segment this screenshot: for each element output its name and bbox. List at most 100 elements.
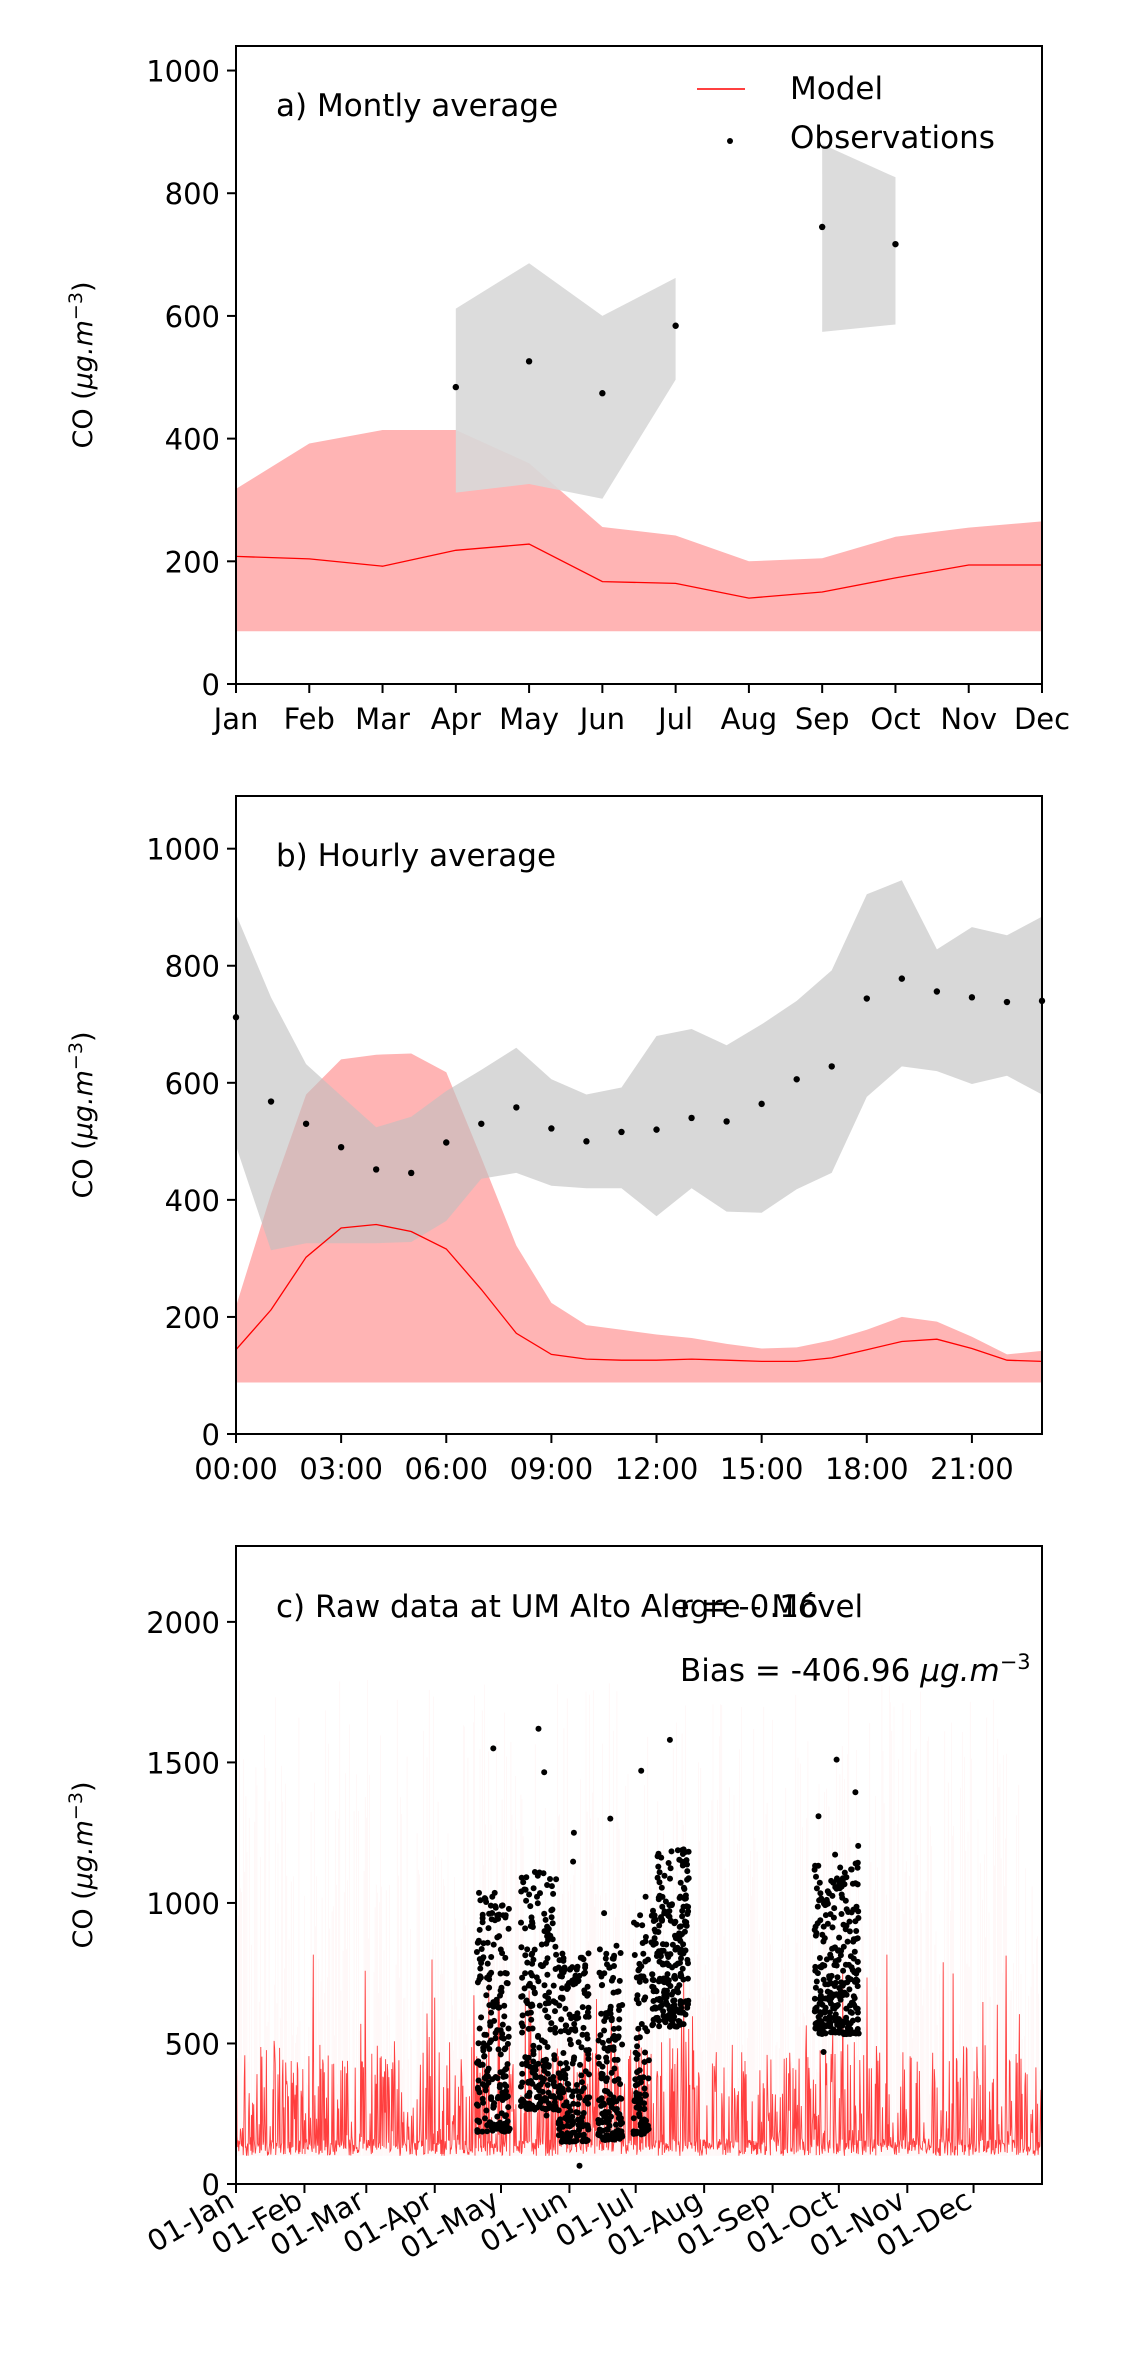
observation-point bbox=[524, 1959, 531, 1966]
observation-point bbox=[661, 1961, 668, 1968]
observation-point bbox=[479, 1956, 486, 1962]
observation-point bbox=[484, 1960, 491, 1967]
observation-point bbox=[636, 2103, 643, 2110]
observation-point bbox=[833, 1756, 840, 1763]
observation-point bbox=[571, 2054, 578, 2061]
y-tick-label: 1000 bbox=[146, 1887, 220, 1921]
observation-point bbox=[572, 1972, 579, 1979]
observation-point bbox=[479, 1919, 486, 1926]
observation-point bbox=[541, 1910, 548, 1917]
observation-point bbox=[479, 2128, 486, 2135]
observation-point bbox=[544, 2044, 551, 2050]
observation-point bbox=[635, 1967, 642, 1974]
observation-point bbox=[827, 1997, 833, 2004]
observation-point bbox=[615, 2115, 622, 2122]
observation-point bbox=[525, 358, 533, 365]
observation-point bbox=[653, 1126, 660, 1133]
panel-c-plot-area bbox=[236, 1679, 1042, 2169]
observation-point bbox=[558, 2016, 565, 2023]
observation-point bbox=[477, 1974, 484, 1981]
observation-point bbox=[545, 2014, 552, 2021]
observation-point bbox=[607, 2135, 614, 2142]
observation-point bbox=[480, 2099, 487, 2106]
observation-point bbox=[527, 1970, 534, 1976]
observation-point bbox=[817, 2012, 824, 2018]
observation-point bbox=[672, 322, 679, 329]
observation-point bbox=[527, 2078, 534, 2084]
observation-point bbox=[475, 2077, 482, 2084]
observation-point bbox=[827, 2019, 834, 2026]
observation-point bbox=[834, 1875, 840, 1882]
observation-point bbox=[484, 2128, 491, 2135]
observation-point bbox=[526, 2089, 533, 2096]
observation-point bbox=[530, 2058, 537, 2065]
observation-point bbox=[595, 2131, 602, 2138]
observation-point bbox=[641, 2085, 648, 2092]
x-tick-label: Apr bbox=[431, 702, 481, 736]
observation-point bbox=[616, 2016, 623, 2023]
observation-point bbox=[548, 1883, 555, 1890]
observation-point bbox=[487, 2039, 493, 2046]
observation-point bbox=[811, 1866, 818, 1873]
observation-point bbox=[596, 2060, 603, 2067]
y-tick-label: 600 bbox=[165, 300, 220, 334]
panel-c-axes-frame bbox=[235, 1545, 1043, 2185]
y-tick-label: 1000 bbox=[146, 55, 220, 89]
observation-point bbox=[843, 1874, 850, 1881]
observation-point bbox=[519, 1974, 526, 1981]
observation-point bbox=[636, 2113, 643, 2120]
observation-point bbox=[830, 1914, 837, 1921]
observation-point bbox=[681, 1886, 688, 1892]
observation-point bbox=[553, 1876, 560, 1883]
observations-range-band bbox=[822, 144, 896, 332]
observation-point bbox=[564, 2122, 571, 2129]
observation-point bbox=[476, 1889, 482, 1896]
observation-point bbox=[655, 1894, 662, 1901]
observation-point bbox=[678, 1955, 684, 1962]
observation-point bbox=[816, 2000, 823, 2007]
observation-point bbox=[487, 2021, 494, 2028]
observation-point bbox=[500, 1912, 507, 1919]
observation-point bbox=[655, 1863, 662, 1870]
observation-point bbox=[483, 2107, 490, 2114]
observation-point bbox=[531, 1989, 538, 1996]
observation-point bbox=[518, 1919, 524, 1926]
observation-point bbox=[482, 2115, 488, 2122]
observation-point bbox=[645, 2075, 652, 2082]
observation-point bbox=[667, 1865, 674, 1872]
observation-point bbox=[569, 2113, 576, 2120]
observation-point bbox=[501, 2092, 507, 2099]
observation-point bbox=[606, 2122, 613, 2129]
observation-point bbox=[498, 1988, 505, 1995]
observation-point bbox=[641, 2106, 648, 2113]
observation-point bbox=[812, 1923, 819, 1930]
observation-point bbox=[832, 1979, 839, 1986]
observation-point bbox=[503, 2065, 510, 2072]
observation-point bbox=[682, 2011, 689, 2018]
observation-point bbox=[550, 1982, 557, 1989]
observation-point bbox=[535, 1725, 542, 1732]
observation-point bbox=[898, 975, 906, 982]
observation-point bbox=[505, 2104, 512, 2111]
observation-point bbox=[575, 1977, 582, 1984]
observation-point bbox=[475, 2040, 482, 2047]
observation-point bbox=[645, 2122, 651, 2129]
observation-point bbox=[529, 1960, 536, 1967]
observation-point bbox=[642, 1893, 649, 1900]
observation-point bbox=[497, 2051, 504, 2058]
observation-point bbox=[584, 2009, 591, 2016]
observation-point bbox=[654, 1874, 661, 1881]
observation-point bbox=[601, 1910, 608, 1917]
observation-point bbox=[674, 1960, 681, 1967]
observation-point bbox=[816, 1955, 823, 1961]
observation-point bbox=[824, 1888, 831, 1895]
observation-point bbox=[659, 1941, 666, 1948]
observation-point bbox=[503, 2083, 510, 2090]
observation-point bbox=[851, 1948, 858, 1955]
observation-point bbox=[585, 2055, 592, 2062]
observation-point bbox=[518, 1944, 525, 1951]
observation-point bbox=[547, 1876, 553, 1882]
observation-point bbox=[553, 1951, 560, 1958]
observation-point bbox=[636, 1978, 643, 1985]
observation-point bbox=[569, 1977, 576, 1984]
